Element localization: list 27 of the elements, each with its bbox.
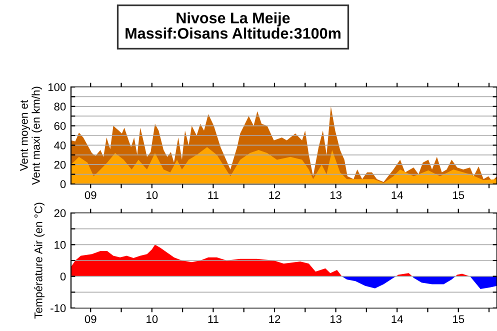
x-tick-label: 11 [208, 191, 218, 199]
y-tick-label: 20 [54, 160, 66, 169]
x-tick-label: 15 [453, 315, 464, 324]
x-tick-label: 13 [330, 191, 342, 200]
y-tick-label: 20 [54, 209, 66, 218]
y-tick-label: 0 [60, 180, 66, 188]
y-tick-label: 10 [54, 240, 66, 249]
y-tick-label: 80 [54, 102, 66, 111]
x-tick-label: 14 [392, 315, 403, 323]
x-tick-label: 13 [330, 315, 342, 324]
y-tick-label: 60 [54, 122, 66, 130]
x-tick-label: 10 [146, 191, 158, 200]
y-axis-title: Vent moyen et Vent maxi (en km/h) [20, 86, 42, 185]
x-tick-label: 09 [84, 315, 96, 324]
x-tick-label: 12 [269, 315, 280, 323]
x-tick-label: 10 [146, 315, 158, 324]
y-tick-label: 40 [54, 141, 66, 150]
x-tick-label: 09 [84, 191, 96, 200]
chart-title: Nivose La Meije Massif:Oisans Altitude:3100m [126, 12, 340, 39]
x-tick-label: 14 [392, 191, 403, 199]
y-axis-title: Température Air (en °C) [34, 202, 45, 319]
x-tick-label: 15 [453, 191, 464, 200]
y-tick-label: 0 [60, 272, 66, 280]
x-tick-label: 11 [208, 315, 218, 323]
y-tick-label: 100 [48, 83, 66, 92]
x-tick-label: 12 [269, 191, 280, 199]
y-tick-label: -10 [50, 304, 66, 312]
